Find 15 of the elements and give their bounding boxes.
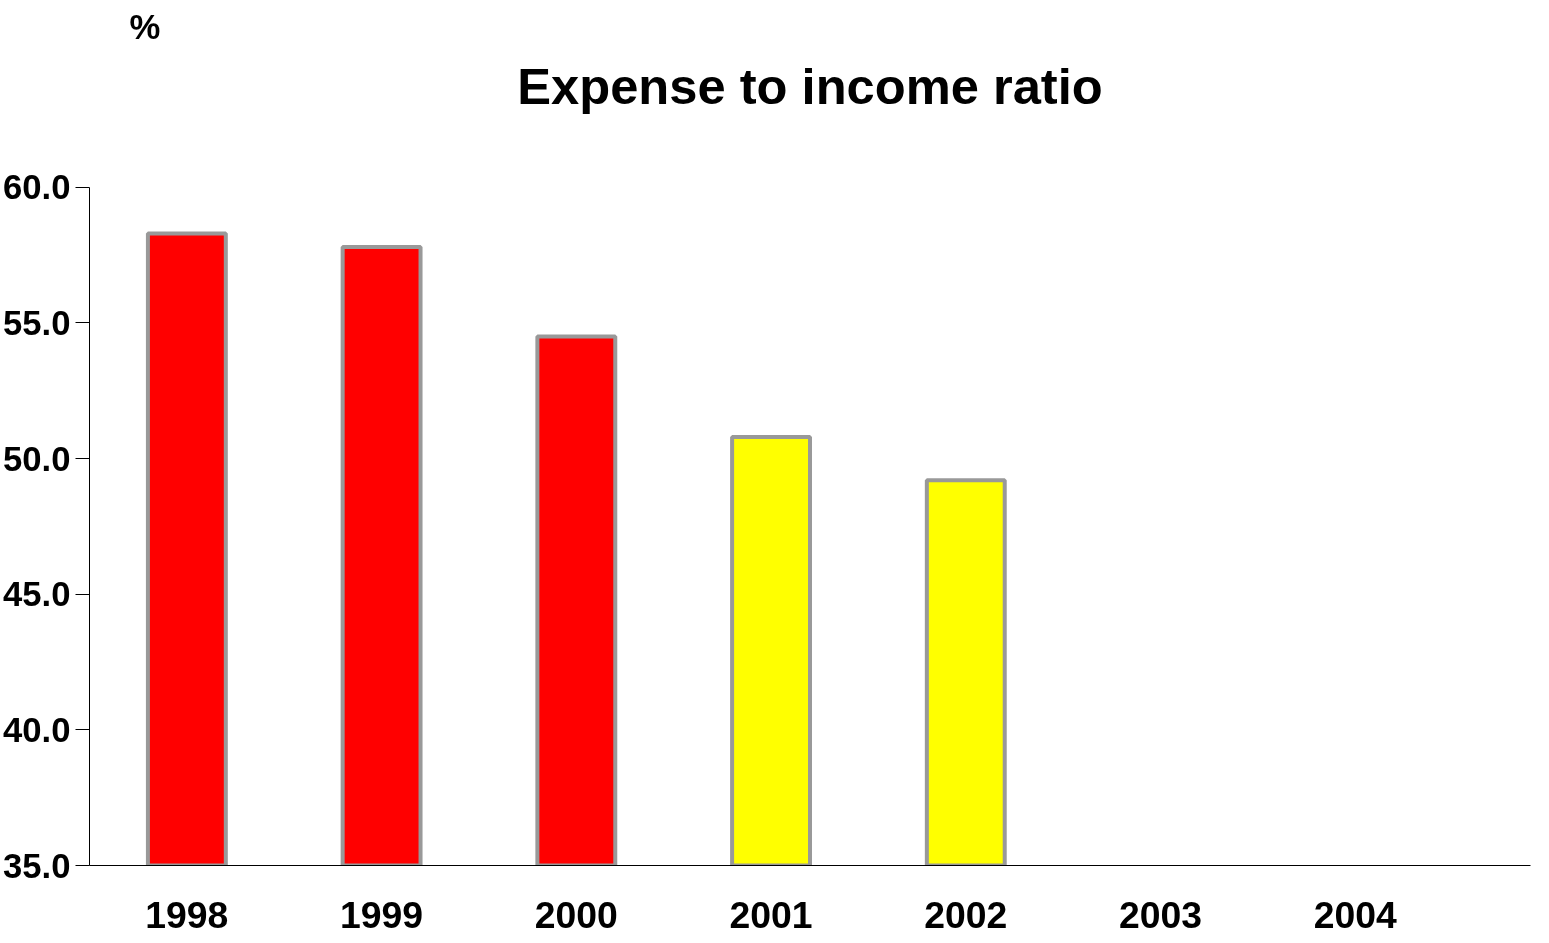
y-tick-label: 55.0: [3, 303, 71, 342]
x-tick-label: 1998: [145, 893, 229, 936]
x-tick-label: 2001: [729, 893, 813, 936]
x-tick-label: 2003: [1118, 893, 1203, 936]
y-tick-label: 45.0: [3, 575, 71, 614]
y-axis-title: %: [129, 7, 161, 46]
x-tick-label: 1999: [340, 893, 424, 936]
x-tick-label: 2004: [1313, 893, 1397, 936]
chart-title: Expense to income ratio: [517, 57, 1103, 115]
y-tick-label: 60.0: [3, 168, 71, 207]
y-tick-label: 35.0: [3, 846, 71, 885]
x-tick-label: 2002: [924, 893, 1008, 936]
x-tick-label: 2000: [534, 893, 618, 936]
y-tick-label: 40.0: [3, 710, 71, 749]
y-tick-label: 50.0: [3, 439, 71, 478]
